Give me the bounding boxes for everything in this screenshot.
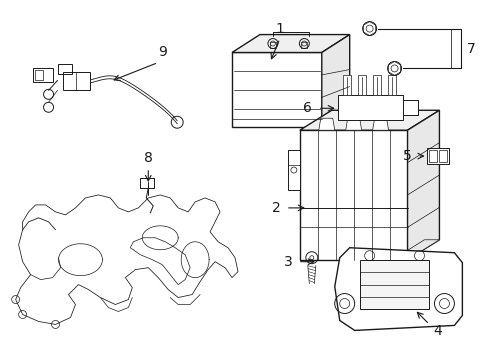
Polygon shape (357, 75, 365, 95)
Text: 2: 2 (271, 201, 280, 215)
Polygon shape (407, 110, 439, 260)
Text: 3: 3 (283, 255, 292, 269)
Text: 9: 9 (158, 45, 166, 59)
Polygon shape (321, 35, 349, 127)
Bar (58, 64, 72, 75)
Bar (269, 41, 275, 48)
Polygon shape (342, 75, 350, 95)
Text: 1: 1 (275, 22, 284, 36)
Polygon shape (287, 150, 299, 190)
Bar (439, 150, 447, 162)
Polygon shape (372, 75, 380, 95)
Bar (359, 260, 428, 310)
Text: 8: 8 (143, 151, 152, 165)
Polygon shape (232, 53, 321, 127)
Bar (428, 150, 437, 162)
Text: 6: 6 (303, 101, 312, 115)
Text: 5: 5 (402, 149, 411, 163)
Bar (62, 72, 90, 90)
Bar (35, 71, 42, 80)
Polygon shape (130, 238, 190, 285)
Polygon shape (337, 95, 402, 120)
Text: 7: 7 (466, 41, 475, 55)
Polygon shape (372, 118, 388, 130)
Polygon shape (402, 100, 417, 115)
Polygon shape (387, 75, 395, 95)
Polygon shape (392, 240, 439, 260)
Polygon shape (299, 110, 439, 130)
Polygon shape (334, 248, 462, 330)
Polygon shape (16, 195, 238, 324)
Bar (140, 178, 154, 188)
Polygon shape (299, 130, 407, 260)
Polygon shape (318, 118, 334, 130)
Bar (301, 41, 306, 48)
Text: 4: 4 (432, 324, 441, 338)
Bar (427, 148, 448, 164)
Bar (33, 68, 52, 82)
Polygon shape (345, 118, 361, 130)
Polygon shape (232, 35, 349, 53)
